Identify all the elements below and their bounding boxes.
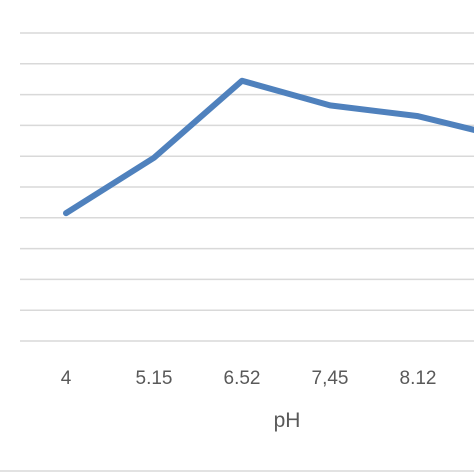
series-line (63, 77, 474, 217)
x-tick-label: 8.12 (400, 368, 437, 389)
gridlines (20, 32, 474, 342)
x-axis-tick-labels: 4 5.15 6.52 7,45 8.12 (61, 368, 437, 389)
x-tick-label: 7,45 (312, 368, 349, 389)
x-tick-label: 6.52 (224, 368, 261, 389)
x-axis-title: pH (274, 409, 301, 432)
x-tick-label: 4 (61, 368, 72, 389)
series-layer (63, 77, 474, 217)
x-tick-label: 5.15 (136, 368, 173, 389)
